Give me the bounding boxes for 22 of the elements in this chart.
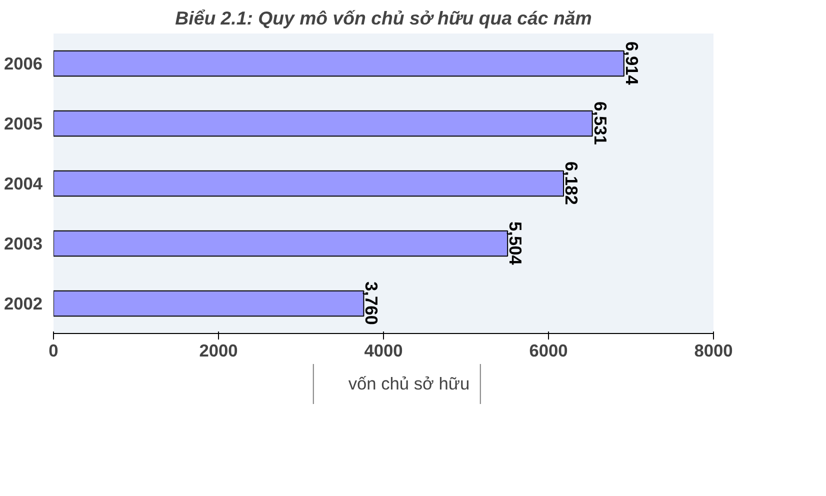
bar xyxy=(54,170,564,197)
y-tick-label: 2003 xyxy=(4,234,43,254)
bar xyxy=(54,110,593,137)
data-label: 3,760 xyxy=(362,282,382,325)
bar xyxy=(54,50,624,77)
bar xyxy=(54,230,508,257)
y-tick-label: 2002 xyxy=(4,294,43,314)
data-label: 5,504 xyxy=(506,222,526,266)
x-tick-label: 6000 xyxy=(529,340,568,360)
x-tick-label: 8000 xyxy=(694,340,733,360)
text: vốn chủ sở hữu xyxy=(348,374,470,394)
y-tick-label: 2005 xyxy=(4,114,43,134)
y-tick-label: 2004 xyxy=(4,174,43,194)
bar xyxy=(54,290,364,317)
y-tick-label: 2006 xyxy=(4,54,43,74)
chart-title: Biểu 2.1: Quy mô vốn chủ sở hữu qua các năm xyxy=(175,8,592,28)
x-tick-label: 4000 xyxy=(364,340,403,360)
x-tick-label: 0 xyxy=(48,340,58,360)
data-label: 6,914 xyxy=(622,42,642,86)
data-label: 6,531 xyxy=(590,102,610,146)
data-label: 6,182 xyxy=(562,162,582,205)
x-tick-label: 2000 xyxy=(199,340,238,360)
